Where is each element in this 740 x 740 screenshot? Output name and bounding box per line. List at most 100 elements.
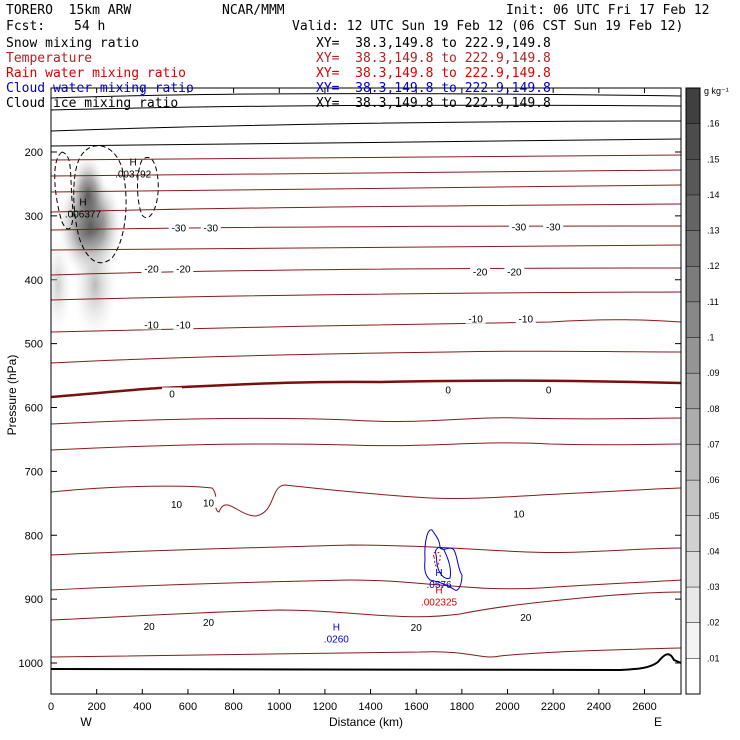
legend-xy-rain: XY= 38.3,149.8 to 222.9,149.8 xyxy=(316,66,551,81)
temp-label-bg xyxy=(166,497,187,509)
ice-contour-east xyxy=(137,156,159,218)
colorbar-swatch xyxy=(686,515,700,552)
ice-contours xyxy=(54,145,159,263)
temp-label-bg xyxy=(173,262,194,274)
temp-contour-label: 0 xyxy=(169,389,175,400)
temp-label-bg xyxy=(198,496,219,508)
temp-label-bg xyxy=(139,619,160,631)
colorbar-tick-label: .13 xyxy=(707,226,720,236)
temperature-labels: -30 -30 -30 -30 -20 -20 -20 -20 -10 -10 -10 -10 0 0 0 1… xyxy=(139,220,564,634)
extremum-value: .0260 xyxy=(324,634,349,645)
extremum-marker: H xyxy=(130,157,137,168)
cloud-water-contour-inner xyxy=(435,547,451,579)
y-tick-label: 500 xyxy=(25,339,43,351)
x-tick-label: 2000 xyxy=(495,701,519,713)
legend-xy-cloud-ice: XY= 38.3,149.8 to 222.9,149.8 xyxy=(316,96,551,111)
y-tick-label: 300 xyxy=(25,211,43,223)
endpoint-west: W xyxy=(80,715,92,729)
extremum-value: .0576 xyxy=(427,580,452,591)
legend-field-temperature: Temperature xyxy=(6,51,93,66)
extremum-marker: H xyxy=(435,568,442,579)
x-tick-label: 1400 xyxy=(358,701,382,713)
cloud-water-contours xyxy=(424,529,463,591)
colorbar-swatch xyxy=(686,480,700,516)
fcst-label: Fcst: xyxy=(6,19,46,34)
colorbar-tick-label: .06 xyxy=(707,475,720,485)
colorbar-tick-label: .02 xyxy=(707,618,720,628)
temp-contour-label: 10 xyxy=(171,500,183,511)
isotherm-10 xyxy=(51,484,681,517)
temp-label-bg xyxy=(508,507,529,519)
y-tick-label: 800 xyxy=(25,530,43,542)
temp-contour-label: 20 xyxy=(411,623,423,634)
legend-xy-cloud-water: XY= 38.3,149.8 to 222.9,149.8 xyxy=(316,81,551,96)
colorbar-tick-label: .15 xyxy=(707,154,720,164)
x-tick-label: 400 xyxy=(133,701,151,713)
temp-label-bg xyxy=(504,265,525,277)
temp-contour-label: -20 xyxy=(144,264,159,275)
colorbar-swatch xyxy=(686,373,700,409)
extremum-marker: H xyxy=(333,622,340,633)
colorbar-tick-label: .14 xyxy=(707,190,720,200)
colorbar-swatch xyxy=(686,230,700,267)
isotherm-line xyxy=(51,647,681,658)
temp-label-bg xyxy=(141,318,162,330)
x-axis-ticks: 0 200 400 600 800 1000 1200 1400 1600 1800 2000 220… xyxy=(48,88,657,713)
isotherm-minus10 xyxy=(51,319,681,333)
x-tick-label: 0 xyxy=(48,701,54,713)
colorbar-tick-label: .04 xyxy=(707,546,720,556)
temp-label-bg xyxy=(168,221,189,233)
temp-contour-label: 0 xyxy=(546,386,552,397)
temp-contour-label: -30 xyxy=(546,223,561,234)
temp-contour-label: 10 xyxy=(513,510,525,521)
x-tick-label: 1800 xyxy=(450,701,474,713)
temp-contour-label: 10 xyxy=(203,499,215,510)
temp-label-bg xyxy=(543,220,564,232)
extremum-marker: H xyxy=(79,198,86,209)
black-contour-3 xyxy=(51,120,681,132)
colorbar-tick-label: .03 xyxy=(707,582,720,592)
isotherm-line xyxy=(51,544,681,556)
x-tick-label: 1200 xyxy=(313,701,337,713)
temp-label-bg xyxy=(515,312,536,324)
x-tick-label: 200 xyxy=(87,701,105,713)
temp-contour-label: -10 xyxy=(519,315,534,326)
x-tick-label: 600 xyxy=(179,701,197,713)
y-tick-label: 200 xyxy=(25,147,43,159)
extremum-value: .006377 xyxy=(65,210,102,221)
plot-frame xyxy=(50,87,682,695)
temp-contour-label: -10 xyxy=(176,320,191,331)
temp-contour-label: -30 xyxy=(172,223,187,234)
isotherm-line xyxy=(51,579,681,591)
temp-contour-label: -10 xyxy=(144,320,159,331)
y-tick-label: 1000 xyxy=(19,658,43,670)
ice-contour-outer xyxy=(54,151,74,230)
temp-contour-label: -20 xyxy=(176,264,191,275)
isotherm-line xyxy=(51,291,681,301)
x-tick-label: 2600 xyxy=(632,701,656,713)
x-tick-label: 1600 xyxy=(404,701,428,713)
black-contour-4 xyxy=(51,138,681,147)
x-axis-title: Distance (km) xyxy=(329,715,403,729)
colorbar-swatch xyxy=(686,159,700,195)
colorbar-swatch xyxy=(686,301,700,338)
y-tick-label: 700 xyxy=(25,466,43,478)
isotherm-line xyxy=(51,417,681,425)
snow-shading xyxy=(51,155,122,340)
legend-field-rain: Rain water mixing ratio xyxy=(6,66,187,81)
temp-contour-label: 20 xyxy=(203,618,215,629)
black-contour-2 xyxy=(51,104,681,111)
isotherm-line xyxy=(51,244,681,251)
y-tick-label: 400 xyxy=(25,275,43,287)
valid-label: Valid: 12 UTC Sun 19 Feb 12 (06 CST Sun … xyxy=(292,19,684,34)
rain-water-contour xyxy=(433,551,441,567)
colorbar-swatch xyxy=(686,587,700,623)
temp-label-bg xyxy=(198,616,219,628)
black-contour-1 xyxy=(51,93,681,99)
isotherms xyxy=(51,154,681,658)
temp-label-bg xyxy=(508,220,529,232)
colorbar-swatch xyxy=(686,123,700,160)
init-label: Init: 06 UTC Fri 17 Feb 12 xyxy=(506,3,710,18)
legend-field-cloud-ice: Cloud ice mixing ratio xyxy=(6,96,179,111)
